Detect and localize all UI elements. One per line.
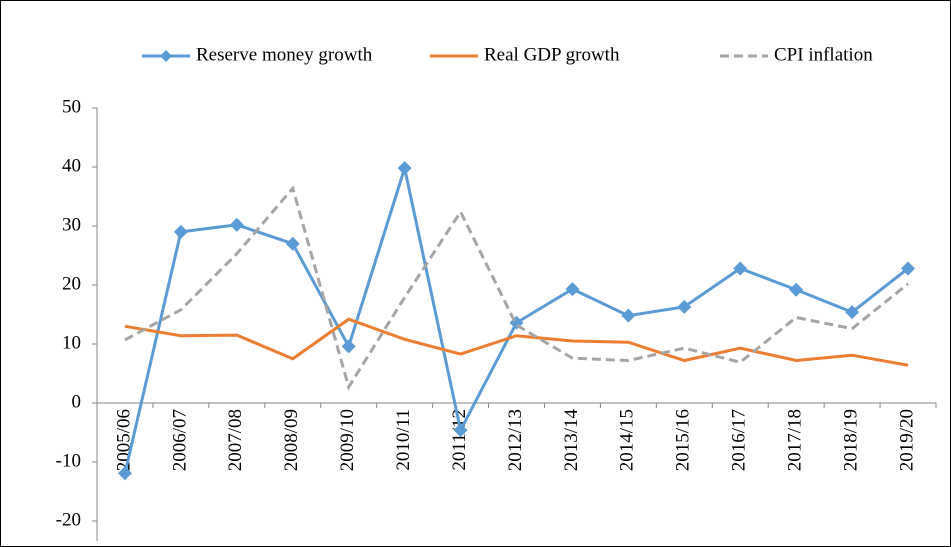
legend-marker xyxy=(160,50,172,62)
legend-label: CPI inflation xyxy=(774,44,873,65)
x-tick-label: 2018/19 xyxy=(840,409,861,471)
x-tick-label: 2008/09 xyxy=(281,409,302,471)
series-line xyxy=(124,185,909,391)
y-tick-label: 20 xyxy=(62,273,81,294)
x-tick-label: 2016/17 xyxy=(729,409,750,471)
point-marker xyxy=(117,466,132,481)
y-tick-label: 30 xyxy=(62,214,81,235)
point-marker xyxy=(285,236,300,251)
legend-label: Real GDP growth xyxy=(484,44,620,65)
point-marker xyxy=(173,224,188,239)
y-tick-label: -10 xyxy=(56,450,81,471)
x-tick-label: 2012/13 xyxy=(505,409,526,471)
point-marker xyxy=(733,261,748,276)
point-marker xyxy=(453,423,468,438)
x-tick-label: 2015/16 xyxy=(673,409,694,471)
y-tick-label: 50 xyxy=(62,96,81,117)
point-marker xyxy=(789,282,804,297)
x-tick-label: 2010/11 xyxy=(393,409,414,471)
x-tick-label: 2019/20 xyxy=(896,409,917,471)
y-tick-label: -20 xyxy=(56,509,81,530)
point-marker xyxy=(397,161,412,176)
y-tick-label: 0 xyxy=(72,391,82,412)
x-tick-label: 2007/08 xyxy=(225,409,246,471)
point-marker xyxy=(621,308,636,323)
series-line xyxy=(124,317,909,367)
legend-label: Reserve money growth xyxy=(196,44,373,65)
point-marker xyxy=(845,305,860,320)
x-tick-label: 2006/07 xyxy=(169,409,190,471)
x-tick-label: 2017/18 xyxy=(785,409,806,471)
point-marker xyxy=(901,261,916,276)
point-marker xyxy=(565,282,580,297)
y-tick-label: 10 xyxy=(62,332,81,353)
x-tick-label: 2009/10 xyxy=(337,409,358,471)
point-marker xyxy=(229,217,244,232)
y-tick-label: 40 xyxy=(62,155,81,176)
point-marker xyxy=(341,339,356,354)
point-marker xyxy=(677,299,692,314)
x-tick-label: 2014/15 xyxy=(617,409,638,471)
x-tick-label: 2013/14 xyxy=(561,409,582,472)
